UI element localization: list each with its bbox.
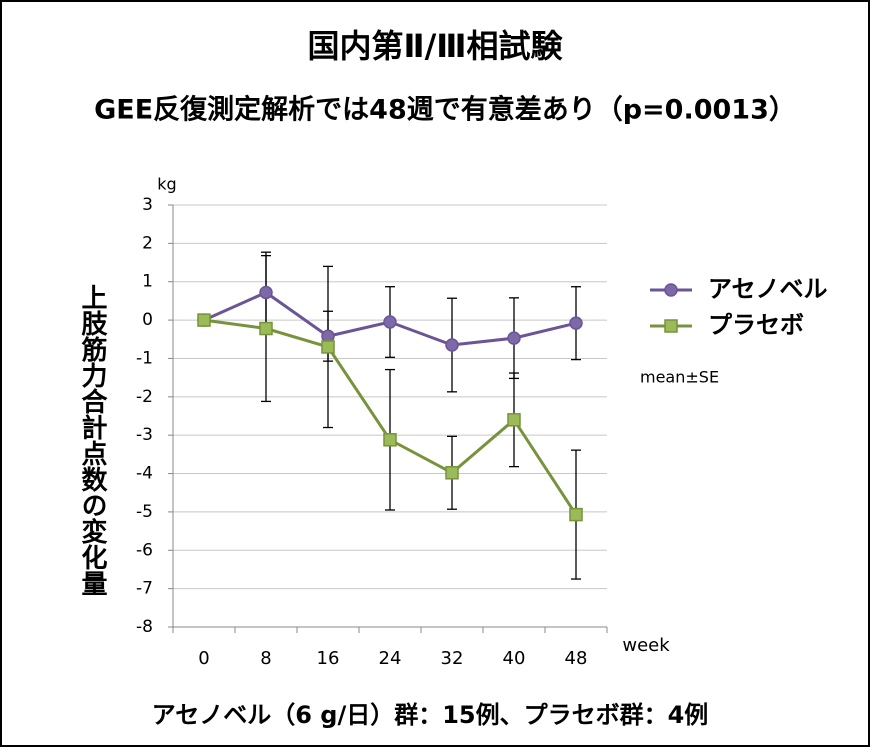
x-tick-label: 8 xyxy=(260,648,271,669)
y-axis-label: 上肢筋力合計点数の変化量 xyxy=(77,284,107,596)
y-tick-label: -6 xyxy=(136,540,153,560)
x-tick-label: 0 xyxy=(198,648,209,669)
y-tick-label: 2 xyxy=(142,233,153,253)
note: mean±SE xyxy=(640,368,719,387)
data-point xyxy=(569,507,583,522)
data-point xyxy=(259,285,273,300)
data-point xyxy=(445,466,459,480)
data-point xyxy=(259,321,273,336)
data-point xyxy=(383,433,397,447)
frame xyxy=(0,0,870,747)
legend-label: プラセボ xyxy=(708,311,804,339)
legend-marker xyxy=(664,319,678,333)
data-point xyxy=(321,340,335,354)
y-tick-label: 3 xyxy=(142,195,153,215)
chart-title: 国内第Ⅱ/Ⅲ相試験 xyxy=(307,27,563,65)
y-tick-label: -5 xyxy=(136,502,153,522)
y-tick-label: 0 xyxy=(142,310,153,330)
y-tick-label: -8 xyxy=(136,617,153,637)
data-point xyxy=(445,338,459,352)
x-tick-label: 40 xyxy=(503,648,526,669)
x-tick-label: 48 xyxy=(565,648,588,669)
data-point xyxy=(507,331,521,345)
x-tick-label: 24 xyxy=(379,648,402,669)
x-tick-label: 16 xyxy=(317,648,340,669)
data-point xyxy=(507,413,521,427)
legend-marker xyxy=(664,283,678,297)
y-tick-label: -1 xyxy=(136,348,153,368)
y-tick-label: -2 xyxy=(136,387,153,407)
y-unit: kg xyxy=(157,175,176,194)
y-tick-label: 1 xyxy=(142,272,153,292)
data-point xyxy=(383,315,397,329)
y-tick-label: -3 xyxy=(136,425,153,445)
legend-label: アセノベル xyxy=(708,275,828,303)
chart-subtitle: GEE反復測定解析では48週で有意差あり（p=0.0013） xyxy=(94,94,796,126)
y-tick-label: -7 xyxy=(136,579,153,599)
data-point xyxy=(197,313,211,327)
x-unit: week xyxy=(622,635,670,656)
x-tick-label: 32 xyxy=(441,648,464,669)
data-point xyxy=(569,316,583,330)
footer: アセノベル（6 g/日）群：15例、プラセボ群：4例 xyxy=(152,701,709,729)
y-tick-label: -4 xyxy=(136,464,153,484)
